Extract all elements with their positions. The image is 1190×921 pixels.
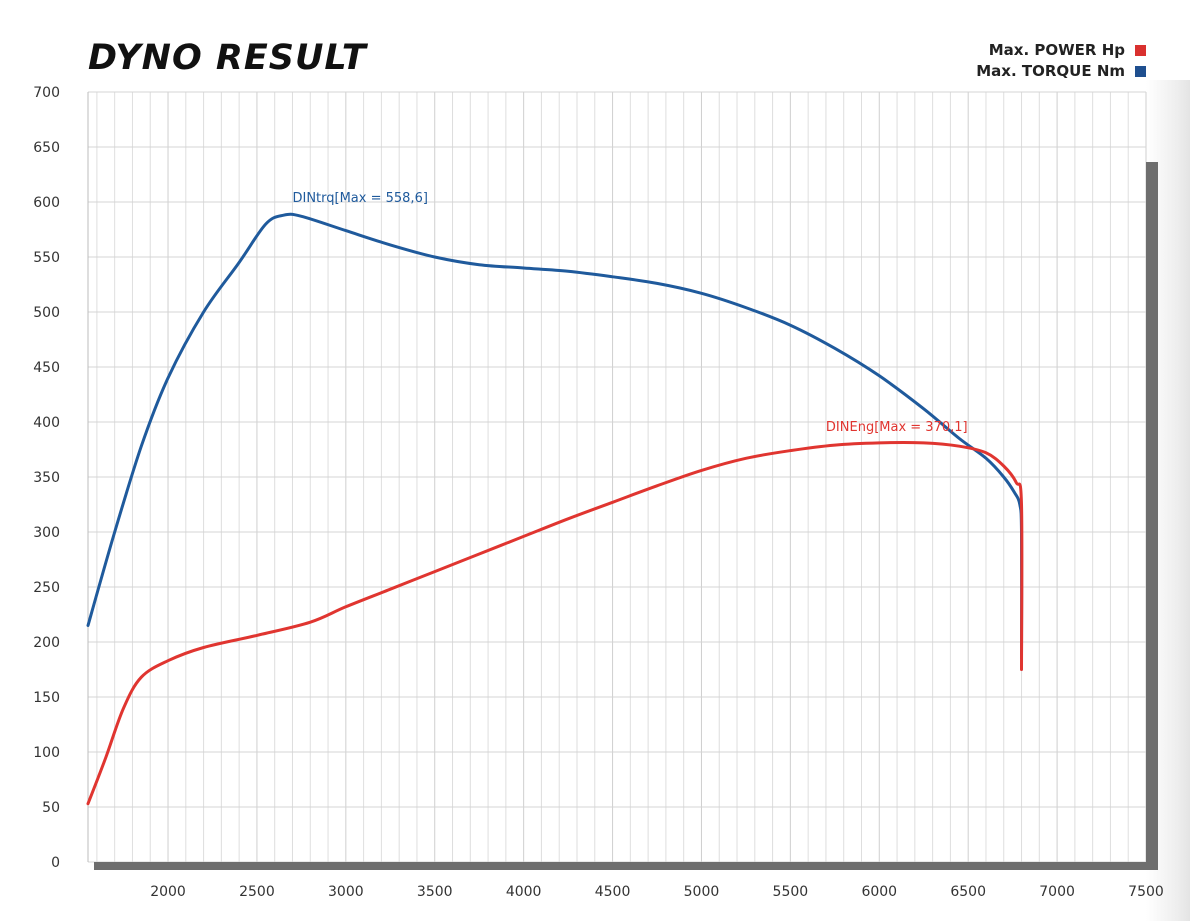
y-tick-label: 50 [42,800,60,816]
x-tick-label: 2000 [150,884,186,900]
x-tick-label: 7000 [1039,884,1075,900]
x-tick-label: 4000 [506,884,542,900]
x-tick-label: 3000 [328,884,364,900]
y-tick-label: 250 [33,580,60,596]
x-tick-label: 2500 [239,884,275,900]
x-tick-label: 5000 [684,884,720,900]
y-tick-label: 300 [33,525,60,541]
legend-swatch-torque [1135,66,1146,77]
series-lines [86,212,1024,806]
y-tick-label: 450 [33,360,60,376]
y-tick-label: 550 [33,250,60,266]
x-tick-label: 7500 [1128,884,1164,900]
right-axis-bar [1146,162,1158,870]
series-line-power [86,441,1024,806]
y-tick-label: 350 [33,470,60,486]
y-tick-label: 0 [51,855,60,871]
legend-item-power: Max. POWER Hp [976,40,1146,61]
y-tick-label: 650 [33,140,60,156]
grid [88,91,1147,863]
y-tick-label: 500 [33,305,60,321]
y-tick-label: 200 [33,635,60,651]
chart-title: DYNO RESULT [88,38,367,78]
series-line-torque [86,212,1024,660]
annotations: DINtrq[Max = 558,6] DINEng[Max = 370,1] [292,191,967,435]
annotation-power: DINEng[Max = 370,1] [826,420,968,435]
x-tick-label: 5500 [773,884,809,900]
legend-label-power: Max. POWER Hp [988,41,1125,59]
x-tick-label: 3500 [417,884,453,900]
y-tick-label: 600 [33,195,60,211]
legend-label-torque: Max. TORQUE Nm [976,62,1125,80]
x-tick-label: 6000 [861,884,897,900]
y-tick-label: 700 [33,85,60,101]
legend-item-torque: Max. TORQUE Nm [976,61,1146,82]
bottom-axis-bar [94,862,1158,870]
y-tick-label: 150 [33,690,60,706]
y-tick-label: 400 [33,415,60,431]
y-tick-label: 100 [33,745,60,761]
axes: 0 50 100 150 200 250 300 350 400 450 500 550 600 650 7… [33,85,1164,900]
legend-swatch-power [1135,45,1146,56]
legend: Max. POWER Hp Max. TORQUE Nm [976,40,1146,82]
annotation-torque: DINtrq[Max = 558,6] [292,191,427,206]
x-tick-label: 6500 [950,884,986,900]
x-tick-label: 4500 [595,884,631,900]
